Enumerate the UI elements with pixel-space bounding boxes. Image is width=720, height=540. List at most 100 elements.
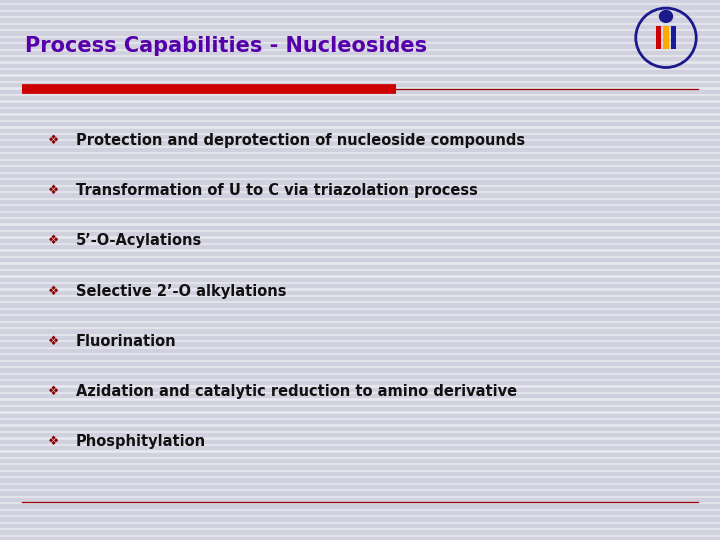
Bar <box>0 57 720 60</box>
Bar <box>0 193 720 197</box>
Ellipse shape <box>660 10 672 22</box>
Bar <box>0 103 720 106</box>
Bar <box>0 401 720 404</box>
Bar <box>0 154 720 158</box>
Bar <box>0 226 720 229</box>
Bar <box>0 239 720 242</box>
Bar <box>0 278 720 281</box>
Bar <box>0 303 720 307</box>
Text: Azidation and catalytic reduction to amino derivative: Azidation and catalytic reduction to ami… <box>76 384 517 399</box>
Bar <box>0 122 720 125</box>
Bar <box>0 284 720 287</box>
Bar <box>0 388 720 391</box>
Bar <box>0 232 720 235</box>
Bar <box>0 517 720 521</box>
Text: ❖: ❖ <box>48 184 60 197</box>
FancyBboxPatch shape <box>671 26 676 49</box>
Bar <box>0 427 720 430</box>
Bar <box>0 530 720 534</box>
Bar <box>0 187 720 190</box>
Bar <box>0 329 720 333</box>
Bar <box>0 258 720 261</box>
Bar <box>0 90 720 93</box>
Bar <box>0 180 720 184</box>
Text: Process Capabilities - Nucleosides: Process Capabilities - Nucleosides <box>25 36 428 56</box>
Text: Fluorination: Fluorination <box>76 334 176 349</box>
Bar <box>0 310 720 313</box>
Bar <box>0 465 720 469</box>
Bar <box>0 459 720 462</box>
Text: Transformation of U to C via triazolation process: Transformation of U to C via triazolatio… <box>76 183 477 198</box>
Bar <box>0 491 720 495</box>
Bar <box>0 219 720 222</box>
Bar <box>0 161 720 164</box>
Bar <box>0 420 720 423</box>
Bar <box>0 297 720 300</box>
Bar <box>0 342 720 346</box>
Bar <box>0 200 720 203</box>
Bar <box>0 498 720 501</box>
Text: ❖: ❖ <box>48 285 60 298</box>
Bar <box>0 362 720 365</box>
Bar <box>0 245 720 248</box>
Bar <box>0 504 720 508</box>
Bar <box>0 38 720 41</box>
Bar <box>0 355 720 359</box>
Bar <box>0 167 720 171</box>
Bar <box>0 440 720 443</box>
Bar <box>0 537 720 540</box>
Text: 5’-O-Acylations: 5’-O-Acylations <box>76 233 202 248</box>
Bar <box>0 83 720 86</box>
Bar <box>0 174 720 177</box>
Bar <box>0 336 720 339</box>
Bar <box>0 414 720 417</box>
Text: ❖: ❖ <box>48 435 60 448</box>
Text: Phosphitylation: Phosphitylation <box>76 434 206 449</box>
Bar <box>0 485 720 488</box>
Bar <box>0 381 720 384</box>
Bar <box>0 433 720 436</box>
Bar <box>0 394 720 397</box>
FancyBboxPatch shape <box>657 26 662 49</box>
Bar <box>0 252 720 255</box>
Bar <box>0 109 720 112</box>
Bar <box>0 64 720 67</box>
Bar <box>0 213 720 216</box>
Bar <box>0 12 720 15</box>
Bar <box>0 206 720 210</box>
Text: ❖: ❖ <box>48 335 60 348</box>
Bar <box>0 375 720 378</box>
FancyBboxPatch shape <box>664 26 669 49</box>
Bar <box>0 51 720 54</box>
Bar <box>0 116 720 119</box>
Bar <box>0 511 720 514</box>
Text: Protection and deprotection of nucleoside compounds: Protection and deprotection of nucleosid… <box>76 133 525 148</box>
Bar <box>0 271 720 274</box>
Bar <box>0 44 720 48</box>
Bar <box>0 472 720 475</box>
Bar <box>0 96 720 99</box>
Bar <box>0 31 720 35</box>
Text: ❖: ❖ <box>48 385 60 398</box>
Text: Selective 2’-O alkylations: Selective 2’-O alkylations <box>76 284 286 299</box>
Bar <box>0 323 720 326</box>
Bar <box>0 368 720 372</box>
Bar <box>0 25 720 28</box>
Bar <box>0 129 720 132</box>
Bar <box>0 407 720 410</box>
Text: ❖: ❖ <box>48 234 60 247</box>
Bar <box>0 446 720 449</box>
Bar <box>0 18 720 22</box>
Bar <box>0 148 720 151</box>
Bar <box>0 453 720 456</box>
Bar <box>0 316 720 320</box>
Bar <box>0 478 720 482</box>
Bar <box>0 265 720 268</box>
Bar <box>0 349 720 352</box>
Text: ❖: ❖ <box>48 134 60 147</box>
Bar <box>0 524 720 527</box>
Bar <box>0 70 720 73</box>
Bar <box>0 291 720 294</box>
Bar <box>0 0 720 2</box>
Bar <box>0 5 720 9</box>
